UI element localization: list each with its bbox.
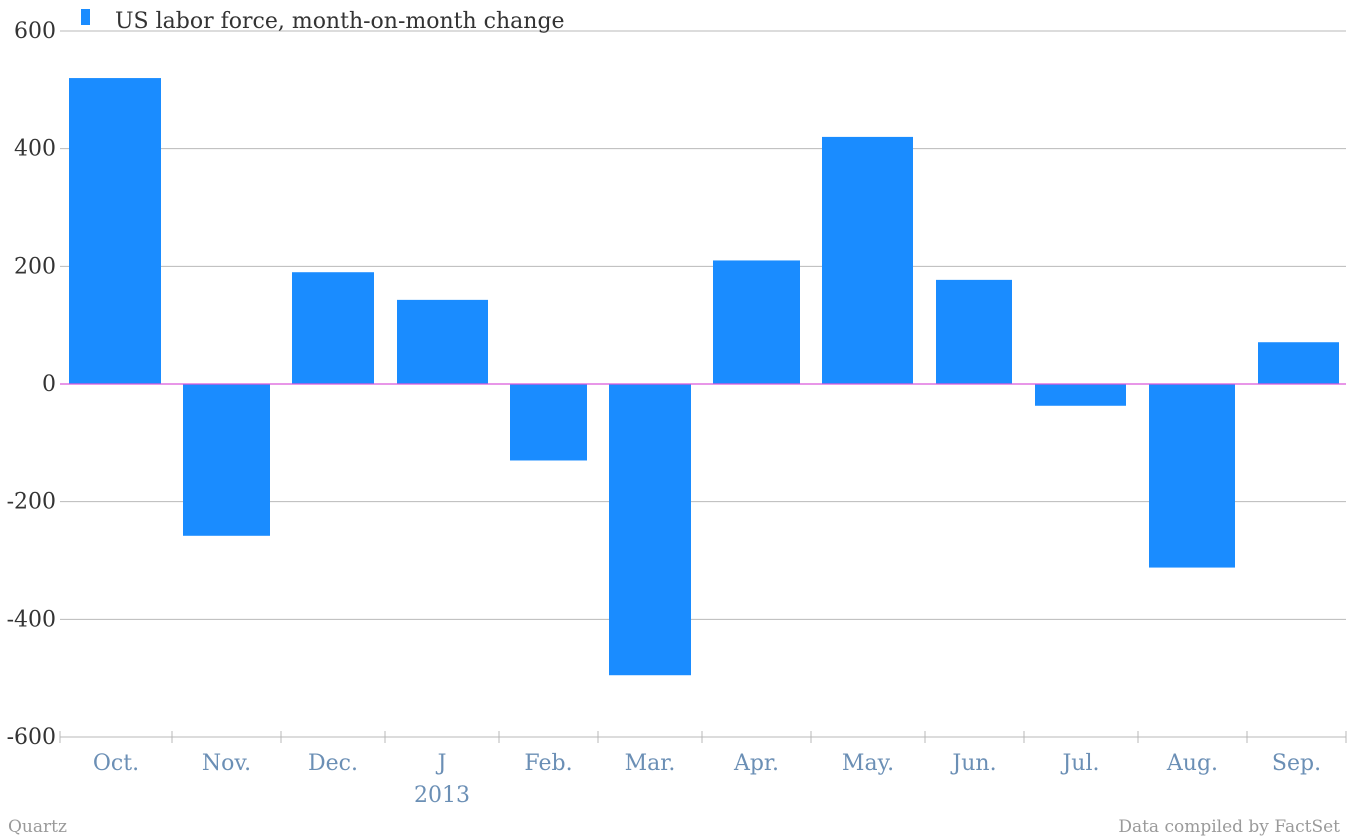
x-year-label: 2013: [414, 783, 470, 808]
bar-dec: [292, 272, 374, 384]
bar-nov: [183, 384, 270, 536]
x-tick-label: Oct.: [93, 751, 139, 776]
bar-series: [60, 78, 1346, 676]
y-tick-label: -400: [7, 607, 56, 632]
source-right: Data compiled by FactSet: [1118, 817, 1340, 837]
x-tick-label: Jul.: [1060, 751, 1099, 776]
y-tick-label: 600: [14, 19, 56, 44]
y-tick-label: 200: [14, 254, 56, 279]
y-tick-label: -600: [7, 725, 56, 750]
bar-apr: [713, 260, 800, 384]
bar-jun: [936, 279, 1012, 384]
source-left: Quartz: [8, 817, 67, 837]
x-tick-label: Jun.: [950, 751, 996, 776]
legend-label: US labor force, month-on-month change: [115, 9, 565, 34]
y-tick-label: 0: [42, 372, 56, 397]
x-tick-label: Mar.: [625, 751, 676, 776]
bar-mar: [609, 384, 691, 676]
x-tick-label: Nov.: [202, 751, 251, 776]
bar-jul: [1035, 384, 1126, 406]
bar-oct: [69, 78, 161, 385]
bar-may: [822, 136, 913, 384]
x-tick-label: Apr.: [733, 751, 779, 776]
x-axis: Oct. Nov. Dec. J 2013 Feb. Mar. Apr. May. Jun. Jul…: [59, 731, 1347, 808]
bar-aug: [1149, 384, 1235, 568]
legend: US labor force, month-on-month change: [81, 9, 565, 34]
y-tick-label: 400: [14, 137, 56, 162]
y-axis: 600 400 200 0 -200 -400 -600: [7, 19, 56, 750]
x-tick-label: Dec.: [308, 751, 358, 776]
bar-sep: [1258, 342, 1339, 384]
x-tick-label: Feb.: [524, 751, 572, 776]
legend-swatch: [81, 9, 90, 25]
x-tick-label: May.: [842, 751, 894, 776]
x-tick-label: Sep.: [1272, 751, 1321, 776]
x-tick-label: J: [436, 751, 447, 776]
bar-j: [397, 299, 488, 384]
x-tick-label: Aug.: [1166, 751, 1218, 776]
bar-feb: [510, 384, 587, 461]
y-tick-label: -200: [7, 490, 56, 515]
